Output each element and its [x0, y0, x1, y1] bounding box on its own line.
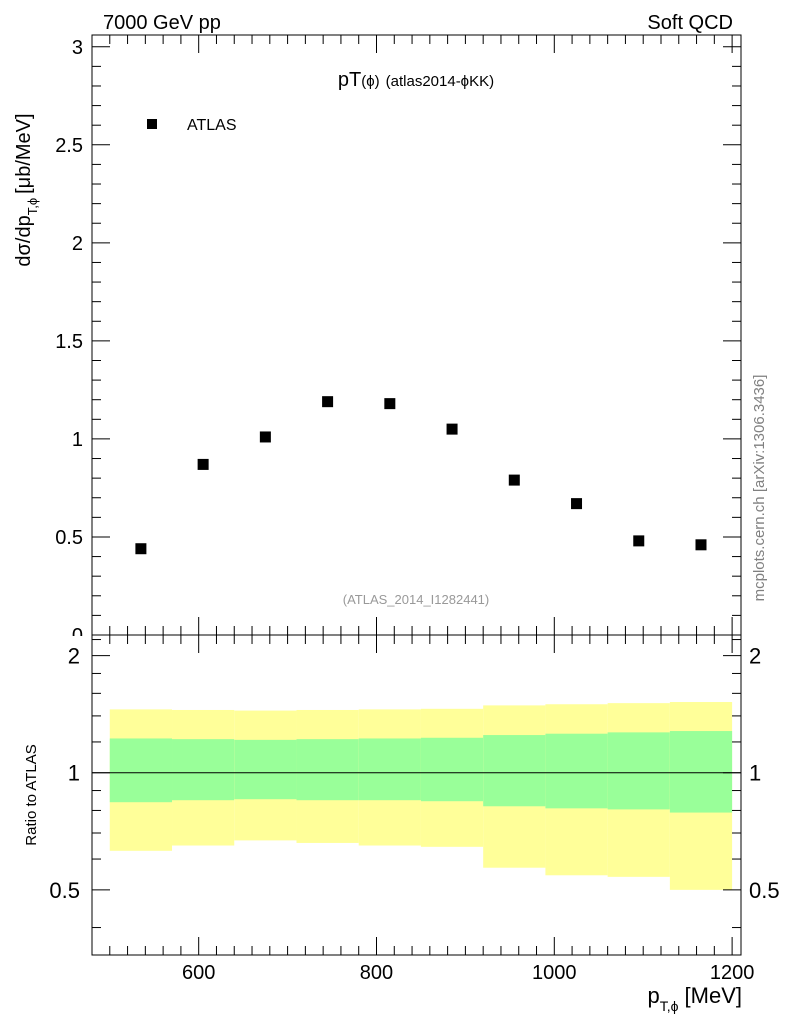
data-point [633, 535, 645, 547]
ratio-y-tick-label-right: 0.5 [749, 878, 780, 903]
main-data-points [135, 396, 707, 555]
data-point [322, 396, 334, 408]
data-point [508, 474, 520, 486]
data-point [135, 543, 147, 555]
data-point [695, 539, 707, 551]
x-tick-label: 600 [182, 962, 215, 984]
ratio-y-label: Ratio to ATLAS [23, 744, 40, 845]
legend-label: ATLAS [187, 117, 237, 134]
main-y-tick-label: 1.5 [55, 331, 83, 353]
ratio-y-tick-label-left: 2 [68, 644, 80, 669]
watermark: mcplots.cern.ch [arXiv:1306.3436] [751, 375, 768, 602]
ratio-y-tick-label-left: 0.5 [49, 878, 80, 903]
data-point [197, 458, 209, 470]
ratio-inner-band [420, 737, 484, 802]
ratio-y-tick-label-left: 1 [68, 761, 80, 786]
ratio-inner-band [545, 733, 608, 809]
ratio-inner-band [109, 738, 173, 803]
ratio-inner-band [669, 731, 733, 813]
ratio-y-tick-label-right: 1 [749, 761, 761, 786]
main-y-tick-label: 2.5 [55, 135, 83, 157]
ratio-inner-band [358, 738, 421, 801]
x-tick-label: 1200 [710, 962, 755, 984]
ratio-inner-band [296, 739, 359, 801]
ratio-inner-band [234, 739, 297, 800]
main-ticks: 0.5 1 1.5 2 2.5 3 0 [55, 35, 741, 647]
main-y-label: dσ/dpT,ϕ[μb/MeV] [13, 113, 40, 266]
ratio-bands [109, 702, 733, 890]
main-title: pT(ϕ) (atlas2014-ϕKK) [338, 69, 494, 91]
x-axis-label: pT,ϕ [MeV] [648, 983, 742, 1014]
main-y-tick-label: 3 [72, 37, 83, 59]
main-y-tick-label: 2 [72, 233, 83, 255]
ratio-y-tick-label-right: 2 [749, 644, 761, 669]
x-tick-label: 800 [360, 962, 393, 984]
main-y-tick-label: 1 [72, 429, 83, 451]
ratio-inner-band [607, 732, 670, 810]
ratio-frame [91, 634, 742, 956]
x-tick-label: 1000 [532, 962, 577, 984]
data-point [259, 431, 271, 443]
ratio-inner-band [172, 739, 235, 801]
ratio-inner-band [483, 735, 546, 807]
main-panel: 0.5 1 1.5 2 2.5 3 0 dσ/dpT,ϕ[μb/MeV] pT(ϕ) (atl… [13, 34, 742, 647]
header-right: Soft QCD [647, 12, 733, 34]
ratio-ticks: 0.5 0.5 1 1 2 2 600 800 1000 1200 [49, 635, 780, 984]
main-y-tick-label-zero: 0 [72, 625, 83, 647]
main-y-tick-label: 0.5 [55, 527, 83, 549]
legend-marker [147, 119, 157, 129]
data-point [384, 398, 396, 410]
analysis-label: (ATLAS_2014_I1282441) [343, 592, 489, 607]
data-point [571, 498, 583, 510]
data-point [446, 423, 458, 435]
header-left: 7000 GeV pp [103, 12, 221, 34]
